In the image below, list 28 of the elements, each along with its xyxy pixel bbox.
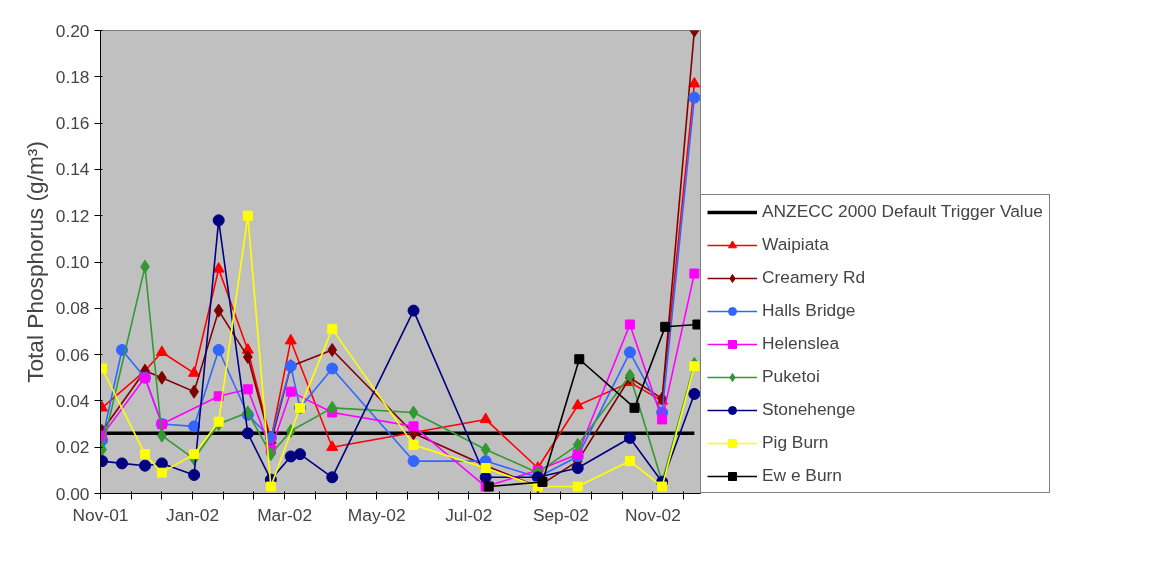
y-tick-label: 0.14: [55, 159, 90, 180]
x-tick-label: Sep-02: [532, 504, 589, 525]
legend-label: Pig Burn: [762, 432, 829, 453]
y-tick-label: 0.00: [55, 483, 90, 504]
x-tick-label: Mar-02: [257, 504, 313, 525]
legend-label: ANZECC 2000 Default Trigger Value: [762, 201, 1043, 222]
y-tick-label: 0.10: [55, 252, 90, 272]
x-tick-label: Nov-01: [72, 504, 129, 525]
x-tick-label: Jul-02: [445, 504, 493, 525]
legend-label: Puketoi: [762, 366, 820, 387]
x-tick-label: Jan-02: [166, 504, 220, 525]
legend-label: Waipiata: [762, 234, 829, 255]
y-tick-label: 0.16: [55, 113, 90, 134]
y-tick-label: 0.20: [55, 20, 90, 41]
y-tick-label: 0.04: [55, 390, 90, 411]
y-tick-label: 0.06: [55, 344, 90, 365]
legend-label: Stonehenge: [762, 399, 856, 420]
x-tick-label: Nov-02: [625, 504, 681, 525]
legend-label: Helenslea: [762, 333, 840, 354]
legend-label: Creamery Rd: [762, 267, 866, 288]
legend-label: Halls Bridge: [762, 300, 856, 321]
y-axis-title: Total Phosphorus (g/m³): [21, 141, 48, 383]
y-tick-label: 0.18: [55, 66, 90, 87]
y-tick-label: 0.02: [55, 437, 90, 458]
x-tick-label: May-02: [347, 504, 406, 525]
y-tick-label: 0.08: [55, 298, 90, 319]
y-tick-label: 0.12: [55, 205, 90, 226]
legend-label: Ew e Burn: [762, 465, 842, 486]
